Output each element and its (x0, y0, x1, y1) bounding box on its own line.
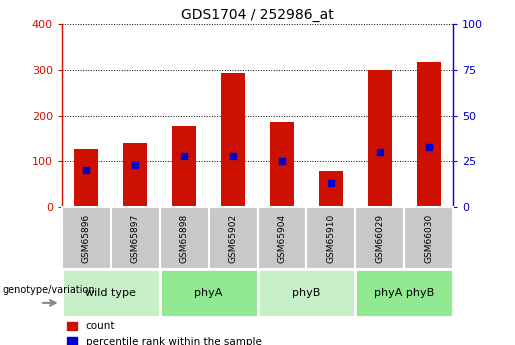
Bar (111, 207, 160, 269)
Bar (319, 171, 343, 207)
Bar (62, 207, 111, 269)
Bar (123, 143, 147, 207)
Bar (417, 62, 441, 207)
Bar (62, 269, 160, 317)
Bar (258, 269, 355, 317)
Text: wild type: wild type (85, 288, 136, 298)
Bar (355, 207, 404, 269)
Text: genotype/variation: genotype/variation (3, 285, 95, 295)
Bar (221, 73, 245, 207)
Text: phyA: phyA (194, 288, 223, 298)
Bar (209, 207, 258, 269)
Bar (306, 207, 355, 269)
Text: phyB: phyB (292, 288, 321, 298)
Bar (258, 207, 306, 269)
Text: GSM66029: GSM66029 (375, 214, 384, 263)
Text: phyA phyB: phyA phyB (374, 288, 434, 298)
Legend: count, percentile rank within the sample: count, percentile rank within the sample (67, 322, 262, 345)
Text: GSM65902: GSM65902 (229, 214, 237, 263)
Bar (172, 126, 196, 207)
Title: GDS1704 / 252986_at: GDS1704 / 252986_at (181, 8, 334, 22)
Bar (74, 149, 98, 207)
Bar (160, 207, 209, 269)
Text: GSM65896: GSM65896 (82, 214, 91, 263)
Bar (355, 269, 453, 317)
Text: GSM65898: GSM65898 (180, 214, 188, 263)
Text: GSM65897: GSM65897 (131, 214, 140, 263)
Bar (368, 70, 392, 207)
Text: GSM65904: GSM65904 (278, 214, 286, 263)
Bar (404, 207, 453, 269)
Bar (160, 269, 258, 317)
Text: GSM65910: GSM65910 (327, 214, 335, 263)
Bar (270, 122, 294, 207)
Text: GSM66030: GSM66030 (424, 214, 433, 263)
